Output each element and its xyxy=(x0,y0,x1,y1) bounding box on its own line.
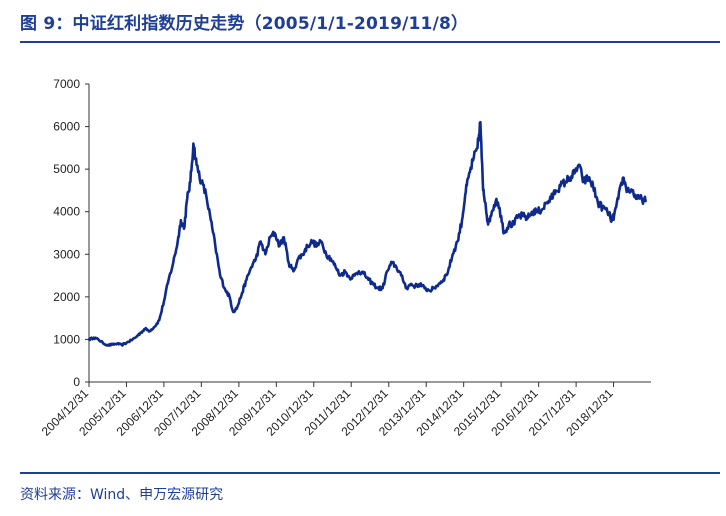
y-tick-label: 2000 xyxy=(53,290,80,304)
series-area xyxy=(87,121,647,347)
y-tick-label: 3000 xyxy=(53,247,80,261)
series-line xyxy=(87,121,647,347)
y-axis: 0 1000 2000 3000 4000 5000 6000 7000 xyxy=(53,77,90,389)
source-note: 资料来源：Wind、申万宏源研究 xyxy=(20,487,224,503)
y-tick-label: 7000 xyxy=(53,77,80,91)
y-tick-label: 5000 xyxy=(53,162,80,176)
y-tick-label: 4000 xyxy=(53,205,80,219)
y-tick-label: 0 xyxy=(73,375,80,389)
footer-divider xyxy=(20,472,720,474)
figure-title: 图 9：中证红利指数历史走势（2005/1/1-2019/11/8） xyxy=(20,14,469,34)
y-tick-label: 1000 xyxy=(53,332,80,346)
y-tick-label: 6000 xyxy=(53,120,80,134)
title-divider xyxy=(20,41,720,43)
x-axis: 2004/12/312005/12/312006/12/312007/12/31… xyxy=(39,381,651,439)
